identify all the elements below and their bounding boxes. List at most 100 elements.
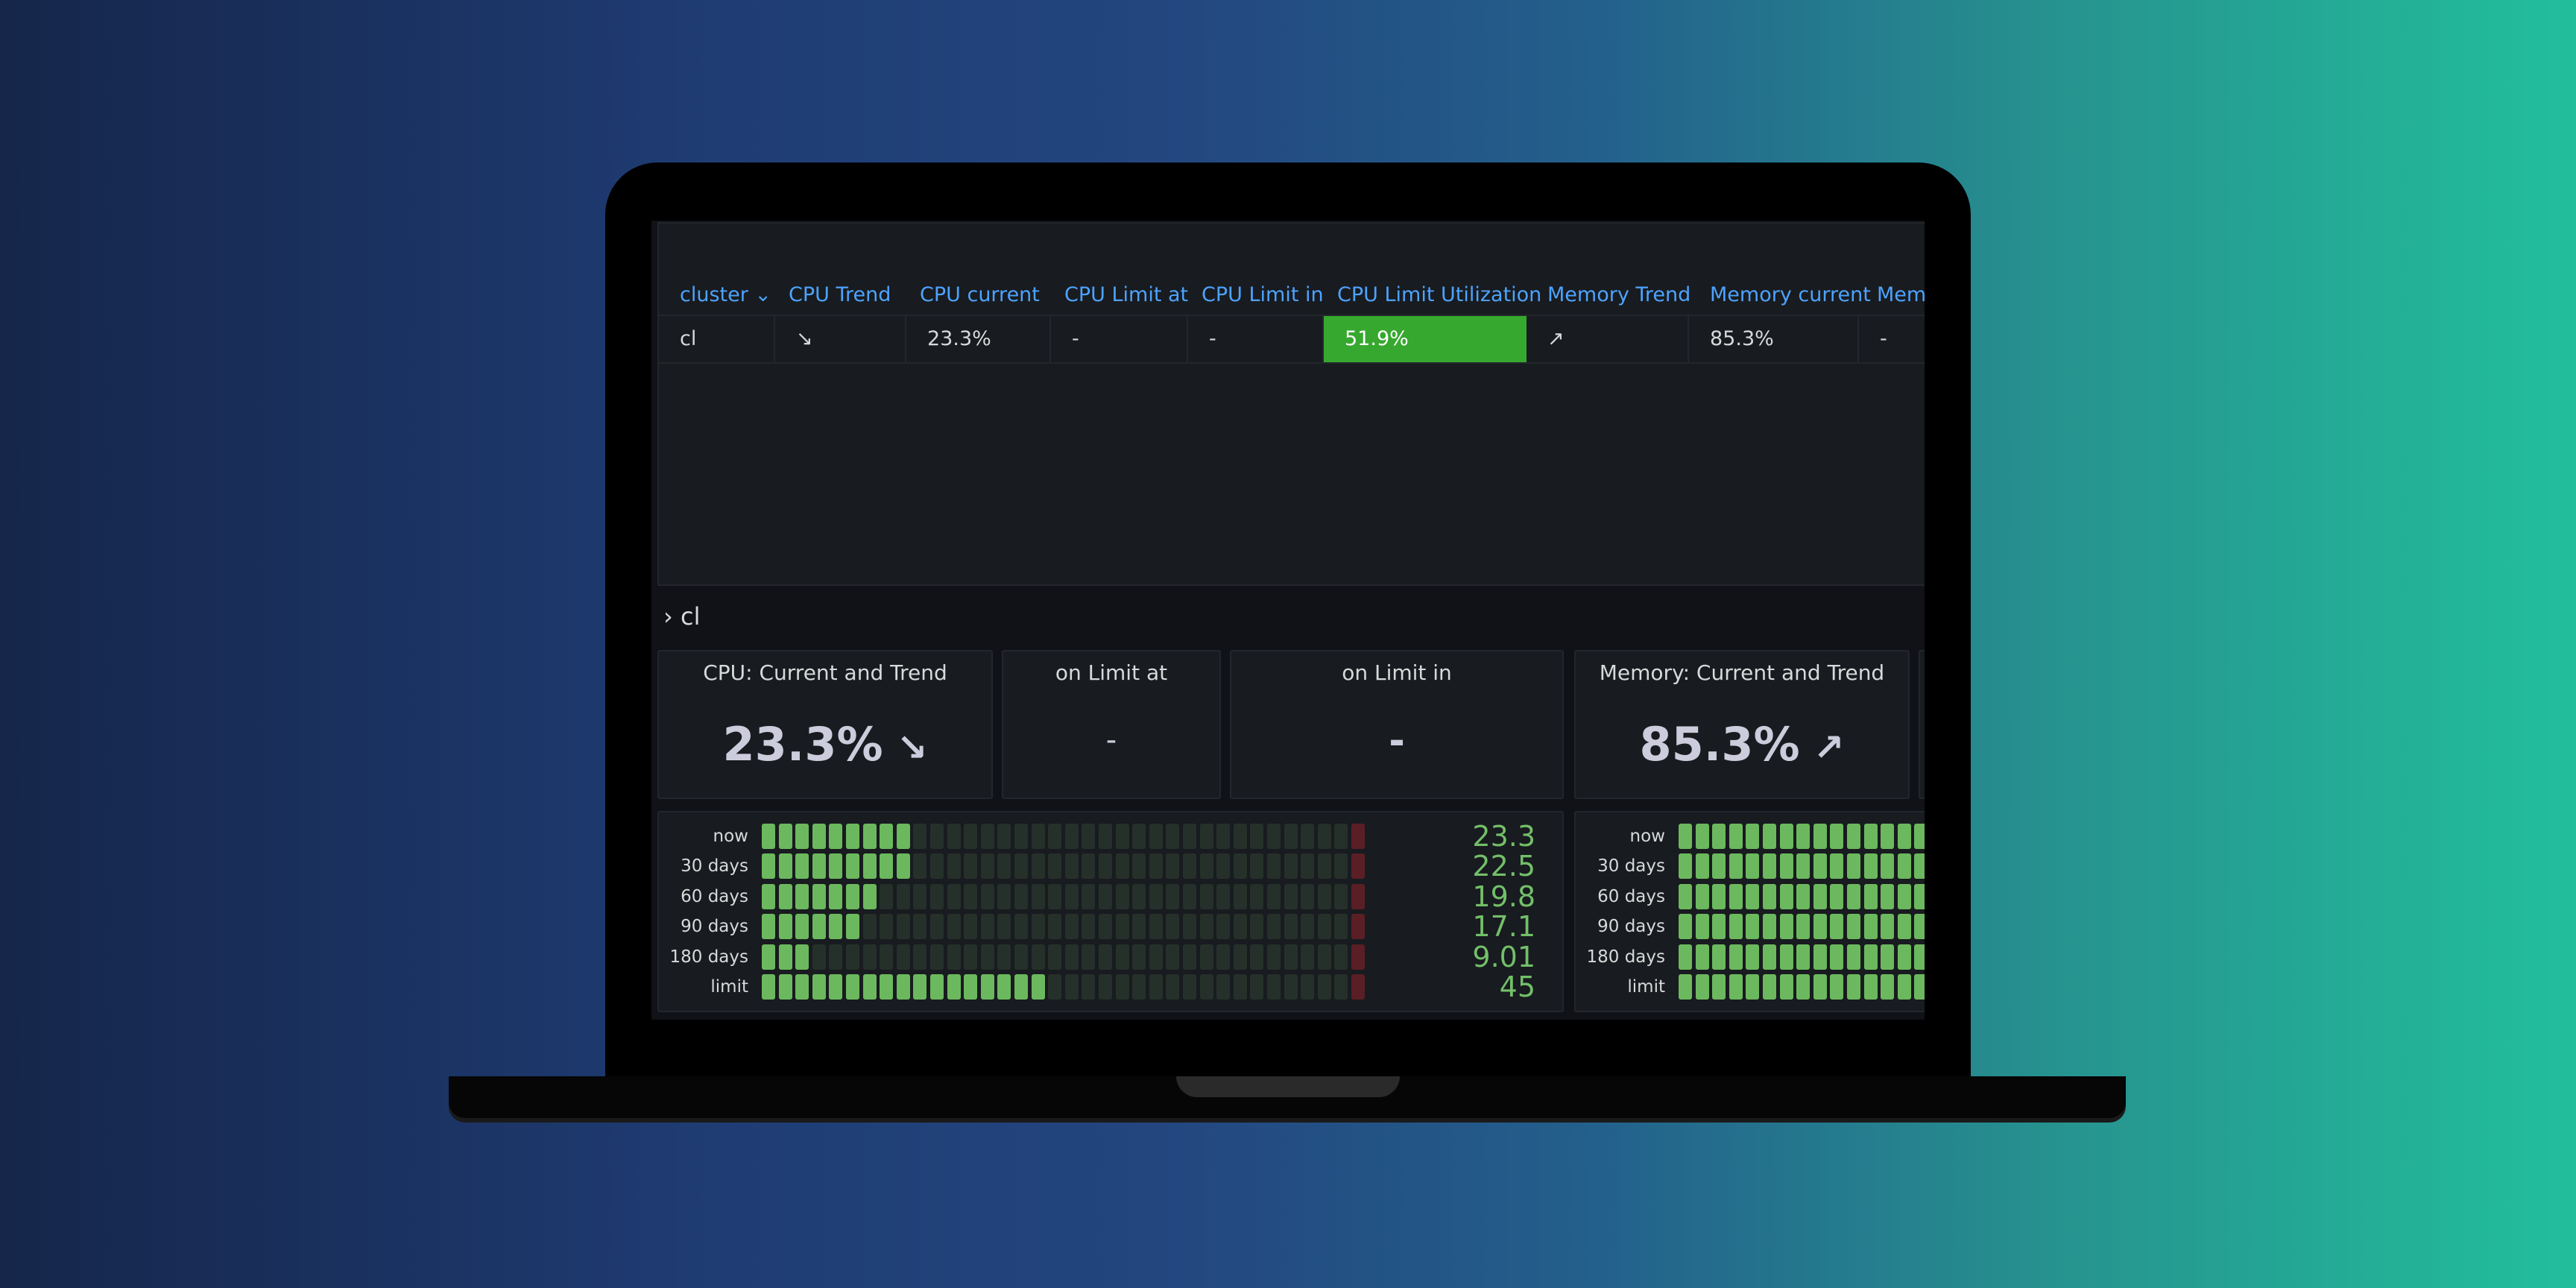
- gauge-segment: [1099, 824, 1112, 849]
- gauge-segment: [846, 883, 859, 909]
- gauge-segment: [1914, 944, 1925, 970]
- gauge-segment: [947, 853, 961, 880]
- col-cpu-limit-in[interactable]: CPU Limit in: [1202, 283, 1324, 306]
- gauge-segment: [1847, 914, 1860, 940]
- gauge-segment: [1014, 883, 1028, 909]
- col-memory-trend[interactable]: Memory Trend: [1547, 283, 1691, 306]
- gauge-segment: [1729, 914, 1743, 940]
- gauge-row-label: 60 days: [681, 886, 748, 906]
- stat-on-limit-in[interactable]: on Limit in -: [1230, 650, 1564, 799]
- cell-cluster[interactable]: cl: [659, 316, 775, 362]
- gauge-segment: [1233, 853, 1247, 880]
- gauge-segment: [1830, 914, 1844, 940]
- gauge-segment: [880, 853, 894, 880]
- gauge-segment: [1351, 824, 1365, 849]
- stat-number: 23.3%: [722, 717, 883, 771]
- gauge-segment: [1881, 853, 1895, 880]
- gauge-segment: [1082, 974, 1096, 1000]
- dashboard-screen: cluster ⌄ CPU Trend CPU current CPU Limi…: [651, 221, 1925, 1020]
- stat-value: -: [1389, 719, 1405, 763]
- gauge-segment: [1216, 974, 1231, 1000]
- gauge-segment: [1031, 883, 1045, 909]
- stat-memory-current-trend[interactable]: Memory: Current and Trend 85.3% ↗: [1574, 650, 1910, 799]
- col-cpu-limit-util[interactable]: CPU Limit Utilization: [1337, 283, 1542, 306]
- table-row[interactable]: cl ↘ 23.3% - - 51.9% ↗ 85.3% -: [659, 315, 1925, 364]
- gauge-segment: [1031, 914, 1045, 940]
- col-cpu-limit-at[interactable]: CPU Limit at: [1064, 283, 1189, 306]
- gauge-segment: [1813, 853, 1827, 880]
- gauge-segment: [862, 974, 877, 1000]
- gauge-segment: [1149, 974, 1163, 1000]
- gauge-segment: [1317, 944, 1331, 970]
- gauge-segment: [1334, 824, 1348, 849]
- col-cpu-trend[interactable]: CPU Trend: [789, 283, 891, 306]
- gauge-segment: [1881, 883, 1895, 909]
- stat-panel-partial[interactable]: [1919, 650, 1925, 799]
- gauge-segment: [1115, 944, 1129, 970]
- gauge-segment: [1064, 974, 1079, 1000]
- gauge-segment: [1914, 883, 1925, 909]
- gauge-segment: [1183, 974, 1196, 1000]
- gauge-segment: [778, 944, 792, 970]
- gauge-segment: [1166, 914, 1180, 940]
- col-cluster[interactable]: cluster ⌄: [680, 283, 772, 306]
- gauge-row-label: 30 days: [681, 856, 748, 877]
- gauge-segment: [1301, 974, 1315, 1000]
- gauge-segment: [964, 974, 978, 1000]
- gauge-segment: [1679, 883, 1692, 909]
- gauge-segment: [1830, 853, 1844, 880]
- gauge-segment: [1897, 914, 1911, 940]
- gauge-segment: [1048, 853, 1062, 880]
- gauge-segment: [1048, 944, 1062, 970]
- gauge-segment: [1334, 853, 1348, 880]
- gauge-segment: [1250, 944, 1264, 970]
- gauge-segment: [997, 974, 1011, 1000]
- gauge-segment: [997, 883, 1011, 909]
- memory-bar-gauge[interactable]: now 30 days 60 days 90 days 180 days limit: [1574, 811, 1925, 1012]
- gauge-segment: [1166, 944, 1180, 970]
- stat-on-limit-at[interactable]: on Limit at -: [1002, 650, 1221, 799]
- gauge-segment: [980, 824, 994, 849]
- gauge-segment: [1166, 824, 1180, 849]
- gauge-segment: [964, 824, 978, 849]
- gauge-segment: [1813, 944, 1827, 970]
- gauge-segment: [1216, 883, 1231, 909]
- gauge-segment: [913, 974, 927, 1000]
- gauge-segment: [1813, 914, 1827, 940]
- gauge-segment: [1064, 944, 1079, 970]
- gauge-segment: [829, 944, 843, 970]
- gauge-segment: [880, 883, 894, 909]
- gauge-segment: [1233, 974, 1247, 1000]
- gauge-segment: [947, 944, 961, 970]
- gauge-segment: [1099, 853, 1112, 880]
- gauge-segment: [1796, 944, 1811, 970]
- gauge-row-label: 180 days: [1586, 947, 1666, 967]
- gauge-segment: [1183, 914, 1196, 940]
- gauge-segment: [1199, 883, 1213, 909]
- gauge-segment: [1729, 824, 1743, 849]
- gauge-segment: [1746, 944, 1760, 970]
- stat-cpu-current-trend[interactable]: CPU: Current and Trend 23.3% ↘: [657, 650, 993, 799]
- gauge-row-label: 30 days: [1597, 856, 1665, 877]
- gauge-segment: [1267, 914, 1281, 940]
- gauge-segment: [1796, 824, 1811, 849]
- col-memory-more[interactable]: Mem: [1877, 283, 1925, 306]
- gauge-segment: [1746, 824, 1760, 849]
- col-memory-current[interactable]: Memory current: [1710, 283, 1871, 306]
- gauge-segment: [1132, 824, 1146, 849]
- gauge-row-label: 180 days: [669, 947, 749, 967]
- gauge-segment: [947, 974, 961, 1000]
- gauge-segment: [1334, 914, 1348, 940]
- gauge-segment: [812, 944, 826, 970]
- gauge-segment: [1216, 914, 1231, 940]
- gauge-segment: [1813, 883, 1827, 909]
- gauge-segment: [1897, 974, 1911, 1000]
- gauge-segment: [812, 824, 826, 849]
- row-collapse-toggle[interactable]: › cl: [663, 602, 701, 631]
- col-cpu-current[interactable]: CPU current: [920, 283, 1040, 306]
- gauge-segment: [1881, 944, 1895, 970]
- stat-title: on Limit at: [1055, 660, 1168, 685]
- cpu-bar-gauge[interactable]: now 23.3 30 days 22.5 60 days 19.8 90 days 17.1…: [657, 811, 1564, 1012]
- gauge-segment: [1216, 824, 1231, 849]
- gauge-segment: [1031, 944, 1045, 970]
